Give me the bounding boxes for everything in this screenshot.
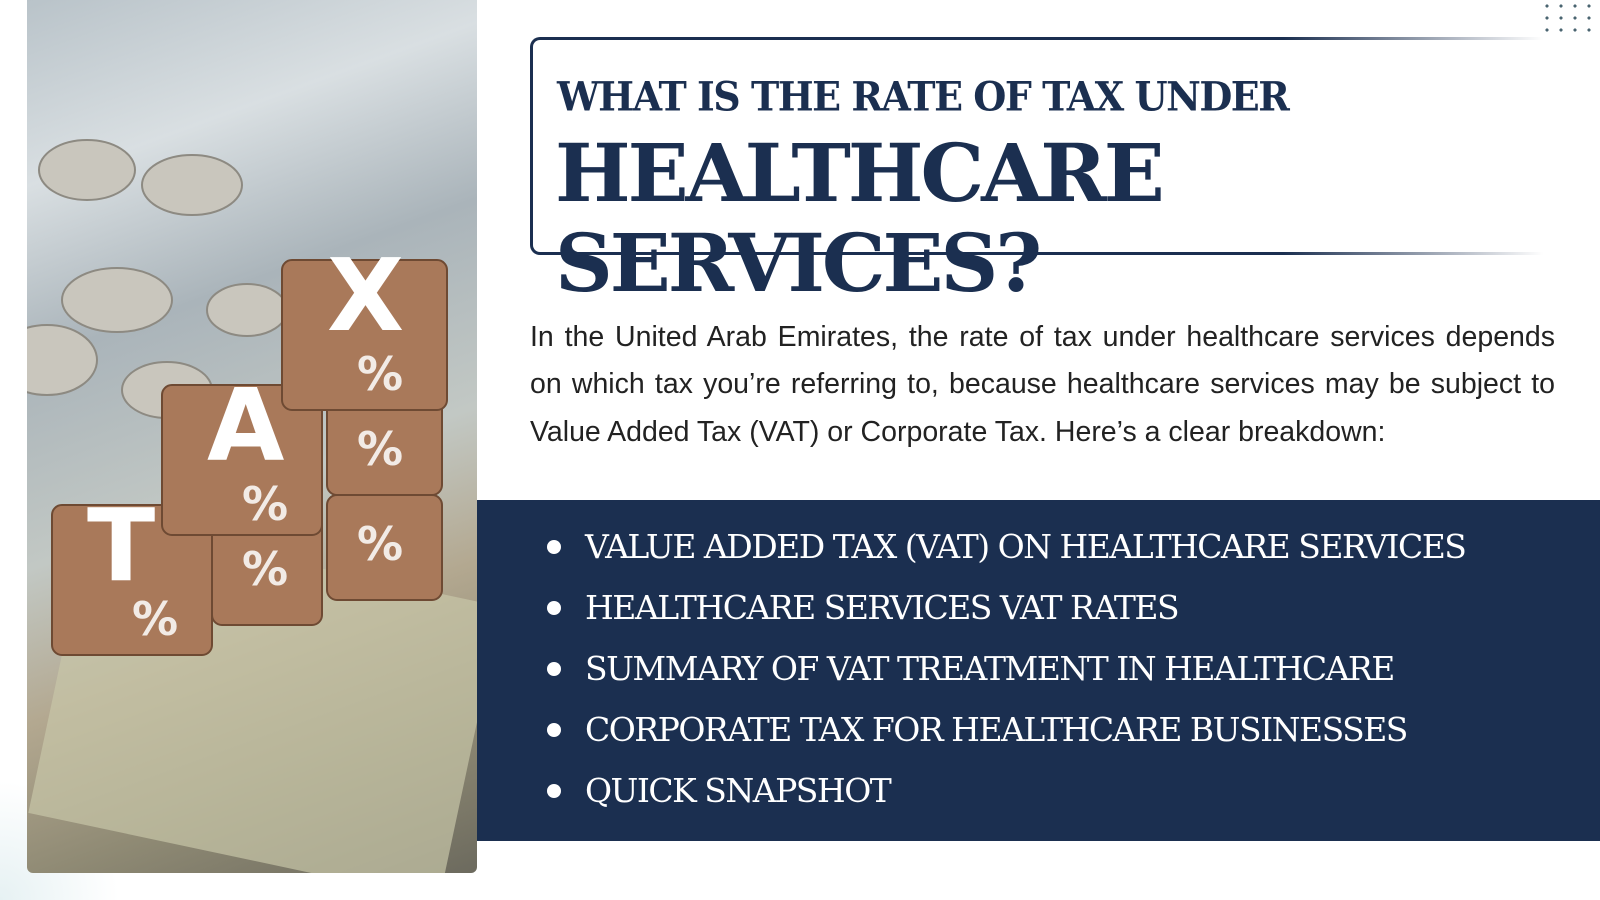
svg-text:%: % [242, 477, 288, 531]
svg-text:%: % [242, 542, 288, 596]
bullet-icon [547, 722, 561, 737]
block-letter-a: A [207, 367, 284, 484]
svg-text:%: % [132, 592, 178, 646]
bullet-icon [547, 600, 561, 615]
intro-paragraph: In the United Arab Emirates, the rate of… [530, 320, 1555, 448]
topic-label: SUMMARY OF VAT TREATMENT IN HEALTHCARE [585, 649, 1395, 688]
bullet-icon [547, 783, 561, 798]
title-box: WHAT IS THE RATE OF TAX UNDER HEALTHCARE… [530, 36, 1543, 308]
topic-item: CORPORATE TAX FOR HEALTHCARE BUSINESSES [547, 699, 1600, 760]
block-letter-x: X [327, 237, 404, 354]
svg-text:%: % [357, 347, 403, 401]
bullet-icon [547, 661, 561, 676]
decorative-dots [1540, 0, 1600, 40]
topic-item: VALUE ADDED TAX (VAT) ON HEALTHCARE SERV… [547, 516, 1600, 577]
title-line-1: WHAT IS THE RATE OF TAX UNDER [557, 72, 1290, 121]
topic-item: SUMMARY OF VAT TREATMENT IN HEALTHCARE [547, 638, 1600, 699]
svg-text:%: % [357, 517, 403, 571]
svg-text:%: % [357, 422, 403, 476]
topics-panel: VALUE ADDED TAX (VAT) ON HEALTHCARE SERV… [477, 500, 1600, 841]
topic-label: VALUE ADDED TAX (VAT) ON HEALTHCARE SERV… [585, 527, 1467, 566]
topic-label: CORPORATE TAX FOR HEALTHCARE BUSINESSES [585, 710, 1408, 749]
topic-label: HEALTHCARE SERVICES VAT RATES [585, 588, 1180, 627]
title-line-2: HEALTHCARE SERVICES? [555, 126, 1165, 310]
topic-label: QUICK SNAPSHOT [585, 771, 892, 810]
topic-item: QUICK SNAPSHOT [547, 760, 1600, 821]
block-letter-t: T [87, 487, 155, 604]
tax-blocks-photo: T A X %%%%%% [27, 0, 477, 873]
topic-item: HEALTHCARE SERVICES VAT RATES [547, 577, 1600, 638]
topics-list: VALUE ADDED TAX (VAT) ON HEALTHCARE SERV… [477, 500, 1600, 821]
bullet-icon [547, 539, 561, 554]
